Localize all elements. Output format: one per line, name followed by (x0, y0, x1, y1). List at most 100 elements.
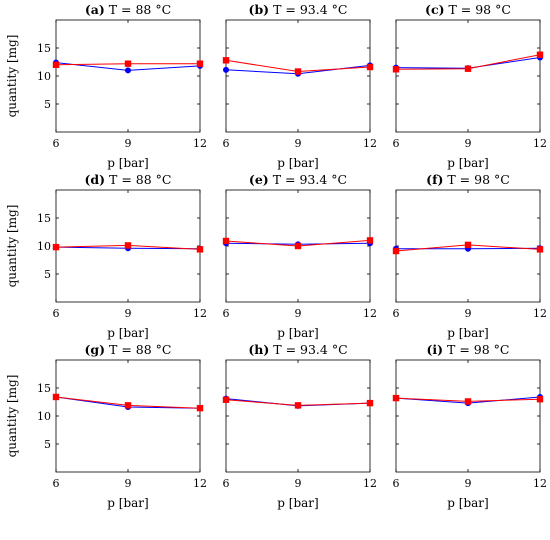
x-tick-label: 12 (363, 477, 377, 490)
panel-title: (c) T = 98 °C (425, 2, 511, 17)
y-axis-label: quantity [mg] (5, 375, 19, 458)
data-point-square (222, 237, 230, 245)
x-tick-label: 6 (223, 307, 230, 320)
panel-letter: (c) (425, 2, 444, 17)
panel-title-text: T = 93.4 °C (269, 172, 347, 187)
x-tick-label: 6 (393, 477, 400, 490)
x-axis-label: p [bar] (447, 156, 488, 170)
y-tick-label: 15 (37, 212, 51, 225)
data-point-square (124, 60, 132, 67)
y-tick-label: 5 (44, 438, 51, 451)
data-point-circle (125, 67, 131, 74)
x-tick-label: 12 (363, 137, 377, 150)
panel-title: (i) T = 98 °C (426, 342, 509, 357)
data-point-square (52, 393, 60, 401)
data-point-square (124, 402, 132, 409)
data-point-square (52, 243, 60, 251)
panel-letter: (d) (84, 172, 105, 187)
panel-c: (c) T = 98 °C 6 9 12 p [bar] (393, 2, 548, 170)
data-point-square (196, 60, 204, 67)
plot-frame (55, 19, 201, 133)
x-tick-label: 6 (53, 307, 60, 320)
panel-h: (h) T = 93.4 °C 6 9 12 p [bar] (223, 342, 378, 510)
x-tick-label: 12 (533, 307, 547, 320)
panel-title-text: T = 88 °C (105, 172, 171, 187)
data-point-square (294, 68, 302, 75)
x-axis-label: p [bar] (277, 326, 318, 340)
data-point-square (366, 237, 374, 244)
y-tick-label: 5 (44, 98, 51, 111)
x-tick-label: 9 (465, 477, 472, 490)
data-point-square (392, 66, 400, 73)
panel-letter: (g) (84, 342, 105, 357)
x-tick-label: 6 (393, 307, 400, 320)
panel-title-text: T = 98 °C (443, 342, 509, 357)
panel-a: (a) T = 88 °C 6 9 12 p [bar] 5 10 15 quantity [m… (5, 2, 207, 170)
x-tick-label: 6 (223, 477, 230, 490)
panel-title-text: T = 88 °C (105, 342, 171, 357)
x-tick-label: 12 (193, 477, 207, 490)
data-point-square (392, 247, 400, 255)
y-tick-label: 15 (37, 42, 51, 55)
data-point-circle (223, 66, 229, 73)
x-tick-label: 9 (125, 477, 132, 490)
y-axis-label: quantity [mg] (5, 35, 19, 118)
x-tick-label: 6 (53, 137, 60, 150)
panel-title: (b) T = 93.4 °C (249, 2, 348, 17)
x-tick-label: 12 (533, 137, 547, 150)
x-axis-label: p [bar] (107, 496, 148, 510)
panel-title: (f) T = 98 °C (426, 172, 510, 187)
panel-d: (d) T = 88 °C 6 9 12 p [bar] 5 10 15 quantity [m… (5, 172, 207, 340)
plot-frame (55, 359, 201, 473)
y-axis-label: quantity [mg] (5, 205, 19, 288)
plot-frame (225, 359, 371, 473)
x-tick-label: 9 (465, 307, 472, 320)
x-tick-label: 9 (295, 307, 302, 320)
x-tick-label: 9 (295, 137, 302, 150)
data-point-square (294, 402, 302, 409)
panel-title-text: T = 93.4 °C (269, 342, 347, 357)
panel-b: (b) T = 93.4 °C 6 9 12 p [bar] (223, 2, 378, 170)
x-tick-label: 12 (193, 307, 207, 320)
x-tick-label: 6 (223, 137, 230, 150)
panel-title-text: T = 98 °C (443, 172, 509, 187)
x-axis-label: p [bar] (107, 326, 148, 340)
x-tick-label: 12 (363, 307, 377, 320)
data-point-square (196, 246, 204, 253)
panel-letter: (e) (249, 172, 269, 187)
y-tick-label: 10 (37, 240, 51, 253)
panel-letter: (f) (426, 172, 443, 187)
plot-frame (395, 359, 541, 473)
plot-frame (395, 19, 541, 133)
y-tick-label: 15 (37, 382, 51, 395)
panel-letter: (a) (85, 2, 105, 17)
panel-letter: (b) (249, 2, 270, 17)
x-tick-label: 6 (53, 477, 60, 490)
x-tick-label: 9 (465, 137, 472, 150)
data-point-square (464, 398, 472, 405)
panel-title: (g) T = 88 °C (84, 342, 171, 357)
x-tick-label: 9 (295, 477, 302, 490)
panel-title: (e) T = 93.4 °C (249, 172, 347, 187)
data-point-square (196, 404, 204, 412)
x-axis-label: p [bar] (447, 326, 488, 340)
data-point-square (536, 396, 544, 403)
data-point-square (464, 65, 472, 72)
panel-title-text: T = 88 °C (105, 2, 171, 17)
data-point-square (294, 242, 302, 250)
x-tick-label: 6 (393, 137, 400, 150)
x-tick-label: 9 (125, 307, 132, 320)
panel-f: (f) T = 98 °C 6 9 12 p [bar] (393, 172, 548, 340)
x-axis-label: p [bar] (107, 156, 148, 170)
x-axis-label: p [bar] (277, 156, 318, 170)
panel-title: (h) T = 93.4 °C (248, 342, 347, 357)
panel-letter: (h) (248, 342, 269, 357)
panel-title-text: T = 98 °C (445, 2, 511, 17)
panel-title: (a) T = 88 °C (85, 2, 171, 17)
x-tick-label: 12 (193, 137, 207, 150)
x-tick-label: 12 (533, 477, 547, 490)
data-point-square (536, 51, 544, 58)
data-point-square (392, 394, 400, 402)
data-point-square (536, 246, 544, 253)
